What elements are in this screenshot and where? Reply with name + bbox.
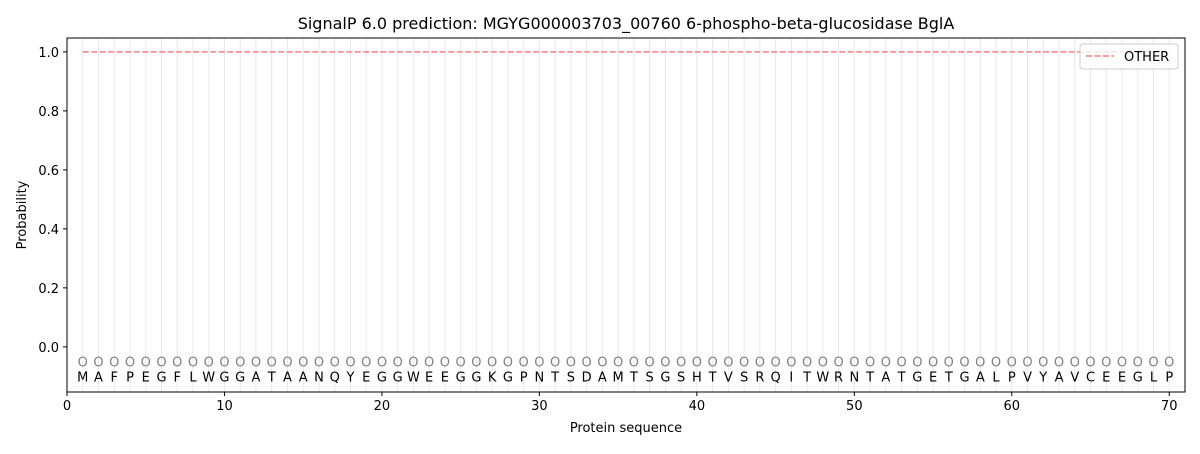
x-axis-label: Protein sequence <box>570 421 682 436</box>
residue-label: M <box>613 370 624 385</box>
residue-label: S <box>645 370 653 385</box>
residue-label: A <box>881 370 890 385</box>
residue-label: G <box>219 370 229 385</box>
residue-label: T <box>944 370 953 385</box>
y-tick-label: 0.8 <box>38 105 59 120</box>
residue-label: T <box>708 370 717 385</box>
residue-label: Q <box>770 370 780 385</box>
residue-label: S <box>567 370 575 385</box>
residue-label: P <box>520 370 528 385</box>
residue-label: Q <box>330 370 340 385</box>
x-tick-label: 70 <box>1161 399 1178 414</box>
y-tick-label: 0.4 <box>38 223 59 238</box>
axis-ticks: 0 10 20 30 40 50 60 70 0.0 0.2 0.4 0.6 0.8 1.0 <box>38 46 1177 414</box>
residue-label: E <box>929 370 937 385</box>
residue-label: T <box>802 370 811 385</box>
legend-label-other: OTHER <box>1124 50 1169 65</box>
residue-label: G <box>960 370 970 385</box>
grid-lines <box>82 38 1170 392</box>
residue-label: N <box>849 370 859 385</box>
residue-label: G <box>1133 370 1143 385</box>
residue-label: L <box>189 370 197 385</box>
residue-label: Y <box>1038 370 1047 385</box>
residue-label: T <box>865 370 874 385</box>
residue-label: G <box>235 370 245 385</box>
residue-label: D <box>582 370 592 385</box>
residue-label: N <box>314 370 324 385</box>
residue-label: G <box>912 370 922 385</box>
residue-label: K <box>488 370 497 385</box>
residue-label: R <box>834 370 843 385</box>
residue-label: E <box>1102 370 1110 385</box>
residue-label: F <box>110 370 117 385</box>
plot-frame <box>66 37 1186 393</box>
residue-label: E <box>441 370 449 385</box>
residue-label: A <box>1055 370 1064 385</box>
residue-label: A <box>252 370 261 385</box>
predicted-labels: OOOOOOOOOOOOOOOOOOOOOOOOOOOOOOOOOOOOOOOO… <box>78 356 1175 371</box>
residue-label: C <box>1086 370 1095 385</box>
residue-label: V <box>1023 370 1032 385</box>
residue-label: L <box>1150 370 1158 385</box>
x-tick-label: 10 <box>216 399 233 414</box>
residue-label: G <box>660 370 670 385</box>
y-tick-label: 1.0 <box>38 46 59 61</box>
x-tick-label: 50 <box>846 399 863 414</box>
residue-label: W <box>202 370 215 385</box>
residue-label: V <box>724 370 733 385</box>
residue-label: H <box>692 370 702 385</box>
residue-label: E <box>142 370 150 385</box>
residue-label: N <box>535 370 545 385</box>
residue-label: T <box>550 370 559 385</box>
residue-label: M <box>77 370 88 385</box>
legend: OTHER <box>1079 43 1179 70</box>
residue-label: E <box>362 370 370 385</box>
residue-label: I <box>789 370 793 385</box>
residue-label: A <box>598 370 607 385</box>
residue-label: L <box>992 370 1000 385</box>
residue-label: W <box>816 370 829 385</box>
y-tick-label: 0.2 <box>38 282 59 297</box>
x-tick-label: 40 <box>689 399 706 414</box>
residue-label: A <box>283 370 292 385</box>
residue-label: A <box>976 370 985 385</box>
residue-label: Y <box>345 370 354 385</box>
residue-label: S <box>677 370 685 385</box>
residue-label: R <box>755 370 764 385</box>
residue-label: G <box>377 370 387 385</box>
y-axis-label: Probability <box>15 180 30 249</box>
residue-label: E <box>425 370 433 385</box>
x-tick-label: 0 <box>63 399 71 414</box>
residue-label: T <box>267 370 276 385</box>
residue-label: G <box>456 370 466 385</box>
residue-label: A <box>299 370 308 385</box>
residue-label: G <box>393 370 403 385</box>
legend-box <box>1079 43 1179 70</box>
residue-label: T <box>629 370 638 385</box>
residue-label: W <box>407 370 420 385</box>
residue-label: E <box>1118 370 1126 385</box>
residue-label: F <box>173 370 180 385</box>
y-tick-label: 0.6 <box>38 164 59 179</box>
residue-label: P <box>126 370 134 385</box>
residue-label: T <box>897 370 906 385</box>
residue-label: V <box>1070 370 1079 385</box>
residue-label: A <box>94 370 103 385</box>
residue-label: P <box>1165 370 1173 385</box>
residue-label: S <box>740 370 748 385</box>
x-tick-label: 30 <box>531 399 548 414</box>
x-tick-label: 60 <box>1004 399 1021 414</box>
chart-title: SignalP 6.0 prediction: MGYG000003703_00… <box>298 14 955 34</box>
x-tick-label: 20 <box>374 399 391 414</box>
residue-label: P <box>1008 370 1016 385</box>
y-tick-label: 0.0 <box>38 341 59 356</box>
residue-label: G <box>503 370 513 385</box>
residue-label: G <box>156 370 166 385</box>
residue-label: G <box>471 370 481 385</box>
